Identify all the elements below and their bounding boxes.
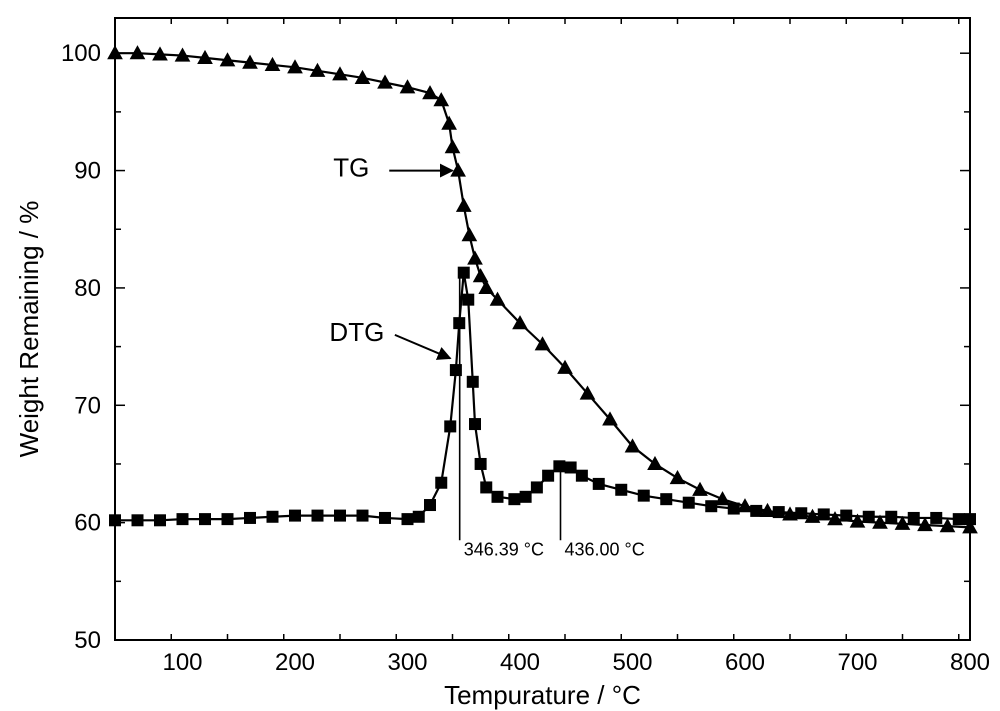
dtg-marker	[773, 506, 785, 518]
y-tick-label: 90	[74, 158, 101, 185]
dtg-marker	[565, 461, 577, 473]
x-tick-label: 600	[725, 649, 765, 676]
y-tick-label: 80	[74, 275, 101, 302]
dtg-marker	[840, 510, 852, 522]
tg-dtg-chart: 100 200 300 400 500 600 700 800 Tempurature / °C…	[0, 0, 1000, 711]
dtg-marker	[435, 477, 447, 489]
x-tick-label: 400	[500, 649, 540, 676]
dtg-marker	[638, 490, 650, 502]
y-tick-label: 60	[74, 510, 101, 537]
dtg-marker	[508, 493, 520, 505]
dtg-marker	[930, 512, 942, 524]
chart-bg	[0, 0, 1000, 711]
dtg-marker	[795, 507, 807, 519]
dtg-marker	[467, 376, 479, 388]
dtg-marker	[132, 514, 144, 526]
dtg-marker	[728, 503, 740, 515]
dtg-marker	[908, 512, 920, 524]
dtg-marker	[462, 294, 474, 306]
dtg-marker	[289, 510, 301, 522]
dtg-marker	[576, 470, 588, 482]
dtg-marker	[542, 470, 554, 482]
dtg-marker	[444, 420, 456, 432]
dtg-marker	[480, 481, 492, 493]
dtg-marker	[615, 484, 627, 496]
dtg-marker	[334, 510, 346, 522]
dtg-marker	[222, 513, 234, 525]
dtg-marker	[475, 458, 487, 470]
y-tick-label: 50	[74, 627, 101, 654]
dtg-marker	[199, 513, 211, 525]
dtg-marker	[413, 511, 425, 523]
dtg-marker	[683, 497, 695, 509]
dtg-marker	[109, 514, 121, 526]
dtg-marker	[177, 513, 189, 525]
tg-label: TG	[333, 153, 369, 183]
x-axis-label: Tempurature / °C	[444, 680, 641, 710]
chart-svg: 100 200 300 400 500 600 700 800 Tempurature / °C…	[0, 0, 1000, 711]
dtg-marker	[312, 510, 324, 522]
dtg-marker	[750, 505, 762, 517]
dtg-marker	[244, 512, 256, 524]
dtg-marker	[424, 499, 436, 511]
dtg-marker	[357, 510, 369, 522]
peak2-label: 436.00 °C	[565, 540, 645, 560]
x-tick-label: 300	[387, 649, 427, 676]
dtg-marker	[705, 500, 717, 512]
dtg-marker	[520, 491, 532, 503]
dtg-marker	[953, 513, 965, 525]
dtg-marker	[379, 512, 391, 524]
x-tick-label: 800	[950, 649, 990, 676]
x-tick-label: 100	[162, 649, 202, 676]
dtg-marker	[593, 478, 605, 490]
dtg-marker	[154, 514, 166, 526]
dtg-marker	[469, 418, 481, 430]
dtg-marker	[818, 508, 830, 520]
dtg-marker	[531, 481, 543, 493]
y-axis-label: Weight Remaining / %	[14, 201, 44, 458]
y-tick-label: 70	[74, 392, 101, 419]
dtg-marker	[492, 491, 504, 503]
dtg-marker	[863, 511, 875, 523]
dtg-marker	[885, 511, 897, 523]
dtg-marker	[267, 511, 279, 523]
y-tick-label: 100	[61, 40, 101, 67]
dtg-label: DTG	[329, 317, 384, 347]
dtg-marker	[402, 513, 414, 525]
x-tick-label: 200	[275, 649, 315, 676]
dtg-marker	[553, 460, 565, 472]
dtg-marker	[964, 513, 976, 525]
x-tick-label: 500	[612, 649, 652, 676]
x-tick-label: 700	[837, 649, 877, 676]
dtg-marker	[660, 493, 672, 505]
peak1-label: 346.39 °C	[464, 540, 544, 560]
